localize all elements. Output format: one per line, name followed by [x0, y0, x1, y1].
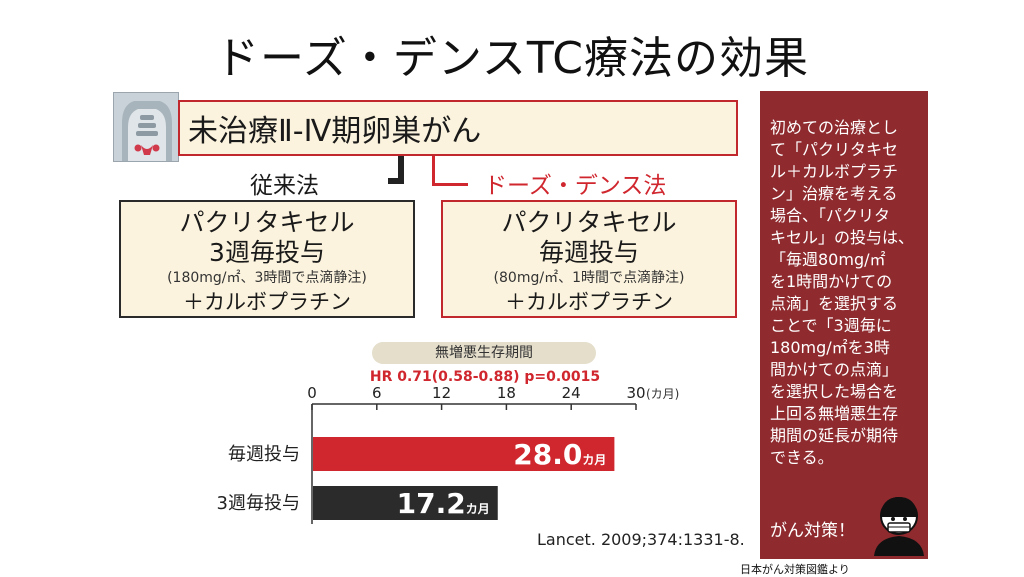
body-figure-svg [122, 101, 172, 161]
sidebar-line: を1時間かけての [770, 272, 893, 291]
x-tick-label: 6 [372, 384, 382, 402]
chart-title: 無増悪生存期間 [372, 342, 596, 364]
sidebar-line: 間かけての点滴」 [770, 360, 899, 379]
regimen-dose: (180mg/㎡、3時間で点滴静注) [167, 270, 367, 286]
x-tick-label: 18 [497, 384, 516, 402]
sidebar-line: 点滴」を選択する [770, 294, 899, 313]
sidebar-line: キセル」の投与は、 [770, 228, 915, 247]
category-label: 3週毎投与 [217, 493, 300, 514]
x-tick-label: 24 [562, 384, 581, 402]
sidebar-tag: がん対策！ [770, 521, 855, 541]
regimen-drug: パクリタキセル [179, 208, 355, 237]
sidebar-line: ことで「3週毎に [770, 316, 892, 335]
regimen-schedule: 3週毎投与 [209, 238, 325, 267]
sidebar-line: 180mg/㎡を3時 [770, 338, 890, 357]
sidebar-line: 期間の延長が期待 [770, 426, 899, 445]
data-label: 17.2カ月 [397, 487, 490, 520]
citation: Lancet. 2009;374:1331-8. [537, 530, 745, 549]
sidebar-line: を選択した場合を [770, 382, 899, 401]
regimen-drug: パクリタキセル [501, 208, 677, 237]
sidebar-panel: 初めての治療とし て「パクリタキセ ル＋カルボプラチ ン」治療を考える 場合、「パクリタ… [760, 91, 928, 559]
regimen-combo: ＋カルボプラチン [183, 290, 351, 314]
bar-0 [313, 437, 615, 471]
category-label: 毎週投与 [228, 444, 300, 465]
body-figure-icon [113, 92, 179, 162]
x-tick-label: 12 [432, 384, 451, 402]
source-credit: 日本がん対策図鑑より [740, 563, 850, 576]
dose-dense-connector [432, 156, 468, 186]
sidebar-line: 上回る無増悪生存 [770, 404, 899, 423]
standard-connector [388, 156, 404, 184]
condition-text: 未治療Ⅱ-Ⅳ期卵巣がん [188, 114, 482, 149]
mascot-icon [874, 497, 924, 556]
condition-box [178, 100, 738, 156]
regimen-combo: ＋カルボプラチン [505, 290, 673, 314]
standard-arm-label: 従来法 [250, 173, 319, 199]
chart-subtitle: HR 0.71(0.58-0.88) p=0.0015 [369, 369, 601, 385]
x-unit-label: (カ月) [646, 387, 679, 401]
dose-dense-regimen-box: パクリタキセル 毎週投与 (80mg/㎡、1時間で点滴静注) ＋カルボプラチン [441, 200, 737, 318]
dose-dense-arm-label: ドーズ・デンス法 [484, 173, 667, 199]
sidebar-line: ン」治療を考える [770, 184, 898, 203]
pfs-bar-chart: 0 6 12 18 24 30 (カ月) 毎週投与 28.0カ月 3週毎投与 17.2カ月 [217, 384, 679, 524]
sidebar-line: 「毎週80mg/㎡ [770, 250, 886, 269]
sidebar-line: 場合、「パクリタ [770, 206, 891, 225]
regimen-schedule: 毎週投与 [538, 238, 639, 267]
data-label: 28.0カ月 [513, 438, 606, 471]
regimen-dose: (80mg/㎡、1時間で点滴静注) [493, 270, 685, 286]
bar-1 [313, 486, 498, 520]
sidebar-line: て「パクリタキセ [770, 140, 899, 159]
standard-regimen-box: パクリタキセル 3週毎投与 (180mg/㎡、3時間で点滴静注) ＋カルボプラチ… [119, 200, 415, 318]
sidebar-line: できる。 [770, 448, 834, 467]
x-tick-label: 0 [307, 384, 317, 402]
sidebar-line: ル＋カルボプラチ [770, 162, 899, 181]
sidebar-line: 初めての治療とし [770, 118, 899, 137]
x-tick-label: 30 [626, 384, 645, 402]
page-title: ドーズ・デンスTC療法の効果 [215, 33, 809, 84]
